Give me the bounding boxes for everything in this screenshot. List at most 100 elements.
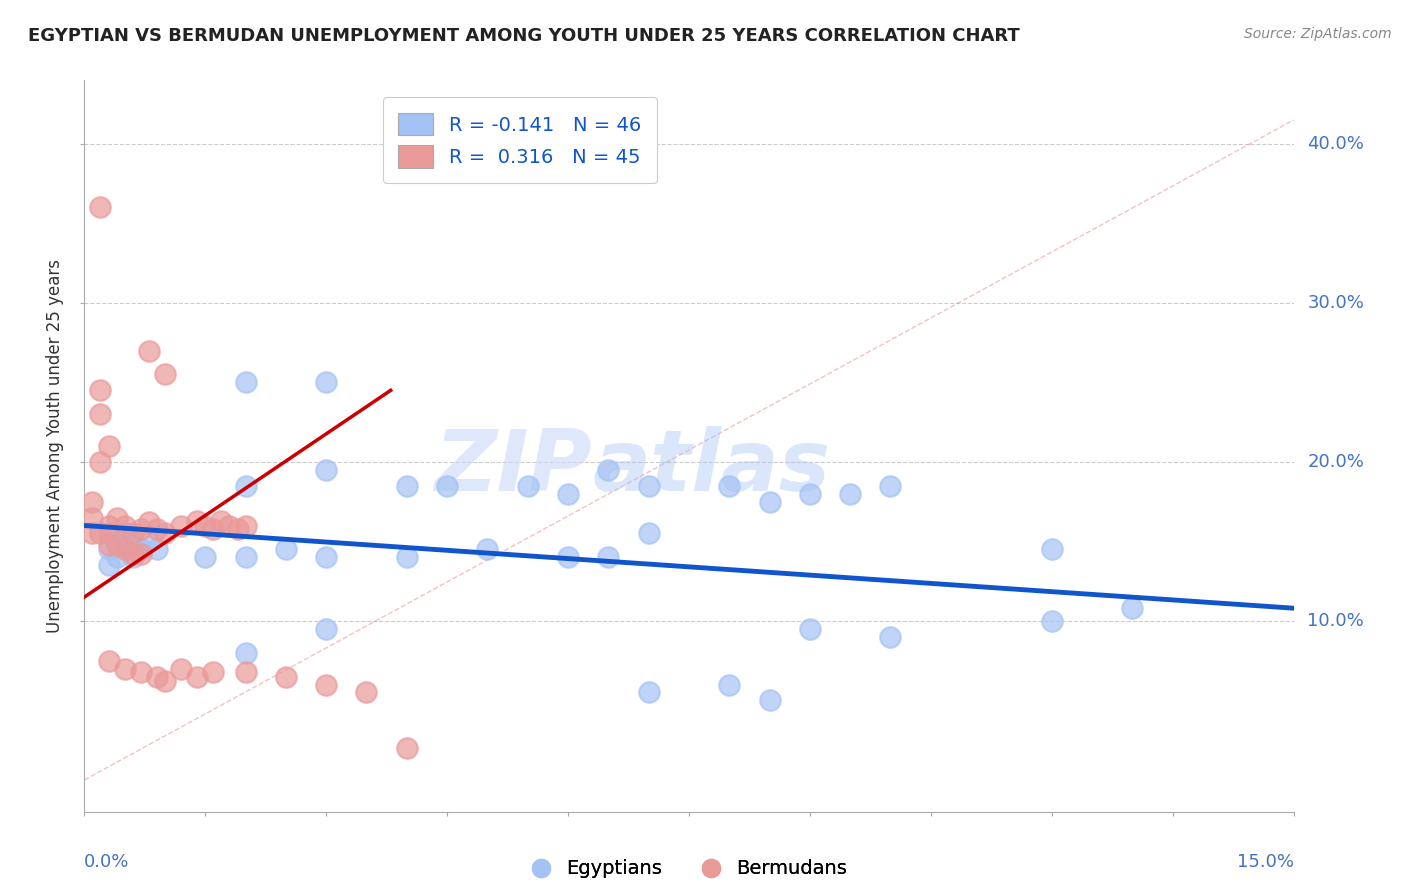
Point bbox=[97, 542, 120, 557]
Point bbox=[82, 494, 104, 508]
Point bbox=[114, 662, 136, 676]
Legend: Egyptians, Bermudans: Egyptians, Bermudans bbox=[523, 852, 855, 886]
Text: 40.0%: 40.0% bbox=[1308, 135, 1364, 153]
Point bbox=[114, 518, 136, 533]
Point bbox=[1040, 614, 1063, 628]
Point bbox=[235, 376, 257, 390]
Point bbox=[186, 669, 208, 683]
Point bbox=[89, 201, 111, 215]
Point bbox=[235, 479, 257, 493]
Text: 0.0%: 0.0% bbox=[84, 854, 129, 871]
Point bbox=[799, 486, 821, 500]
Point bbox=[170, 518, 193, 533]
Point bbox=[129, 522, 152, 536]
Point bbox=[218, 518, 240, 533]
Point bbox=[89, 384, 111, 398]
Text: Source: ZipAtlas.com: Source: ZipAtlas.com bbox=[1244, 27, 1392, 41]
Point bbox=[121, 547, 143, 561]
Point bbox=[758, 693, 780, 707]
Point bbox=[315, 677, 337, 691]
Point bbox=[121, 534, 143, 549]
Point bbox=[194, 518, 217, 533]
Point bbox=[153, 674, 176, 689]
Point bbox=[226, 522, 249, 536]
Point bbox=[557, 486, 579, 500]
Point bbox=[153, 368, 176, 382]
Point bbox=[202, 522, 225, 536]
Point bbox=[105, 550, 128, 565]
Point bbox=[557, 550, 579, 565]
Point bbox=[105, 534, 128, 549]
Point bbox=[315, 622, 337, 636]
Point bbox=[82, 526, 104, 541]
Point bbox=[598, 550, 620, 565]
Point bbox=[879, 479, 901, 493]
Point bbox=[114, 526, 136, 541]
Point bbox=[105, 538, 128, 552]
Point bbox=[356, 685, 378, 699]
Point bbox=[186, 514, 208, 528]
Point bbox=[129, 665, 152, 679]
Point bbox=[89, 407, 111, 421]
Point bbox=[235, 518, 257, 533]
Point bbox=[839, 486, 862, 500]
Point bbox=[114, 542, 136, 557]
Point bbox=[89, 526, 111, 541]
Point bbox=[637, 479, 659, 493]
Text: ZIP: ZIP bbox=[434, 426, 592, 509]
Point bbox=[153, 526, 176, 541]
Point bbox=[89, 455, 111, 469]
Point bbox=[97, 526, 120, 541]
Point bbox=[395, 479, 418, 493]
Point bbox=[114, 542, 136, 557]
Point bbox=[82, 510, 104, 524]
Point bbox=[637, 526, 659, 541]
Point bbox=[138, 534, 160, 549]
Point bbox=[129, 547, 152, 561]
Text: 15.0%: 15.0% bbox=[1236, 854, 1294, 871]
Point bbox=[758, 494, 780, 508]
Point bbox=[105, 510, 128, 524]
Point bbox=[146, 522, 169, 536]
Point bbox=[395, 741, 418, 756]
Point bbox=[718, 479, 741, 493]
Point bbox=[274, 669, 297, 683]
Point bbox=[97, 558, 120, 573]
Point bbox=[194, 550, 217, 565]
Point bbox=[129, 542, 152, 557]
Y-axis label: Unemployment Among Youth under 25 years: Unemployment Among Youth under 25 years bbox=[46, 259, 65, 633]
Point bbox=[138, 343, 160, 358]
Point bbox=[138, 516, 160, 530]
Point bbox=[799, 622, 821, 636]
Point bbox=[146, 669, 169, 683]
Point bbox=[97, 654, 120, 668]
Point bbox=[598, 463, 620, 477]
Point bbox=[97, 518, 120, 533]
Point bbox=[202, 665, 225, 679]
Point bbox=[315, 463, 337, 477]
Point bbox=[170, 662, 193, 676]
Point bbox=[235, 646, 257, 660]
Text: 20.0%: 20.0% bbox=[1308, 453, 1364, 471]
Text: atlas: atlas bbox=[592, 426, 831, 509]
Point bbox=[97, 538, 120, 552]
Text: 10.0%: 10.0% bbox=[1308, 612, 1364, 630]
Point bbox=[436, 479, 458, 493]
Point bbox=[477, 542, 499, 557]
Point bbox=[516, 479, 538, 493]
Point bbox=[879, 630, 901, 644]
Text: EGYPTIAN VS BERMUDAN UNEMPLOYMENT AMONG YOUTH UNDER 25 YEARS CORRELATION CHART: EGYPTIAN VS BERMUDAN UNEMPLOYMENT AMONG … bbox=[28, 27, 1019, 45]
Point bbox=[395, 550, 418, 565]
Point bbox=[121, 526, 143, 541]
Point bbox=[274, 542, 297, 557]
Point bbox=[315, 550, 337, 565]
Point bbox=[1121, 601, 1143, 615]
Point bbox=[97, 439, 120, 453]
Point bbox=[209, 514, 232, 528]
Point bbox=[121, 550, 143, 565]
Point bbox=[718, 677, 741, 691]
Point bbox=[146, 542, 169, 557]
Point bbox=[315, 376, 337, 390]
Point bbox=[1040, 542, 1063, 557]
Point bbox=[235, 550, 257, 565]
